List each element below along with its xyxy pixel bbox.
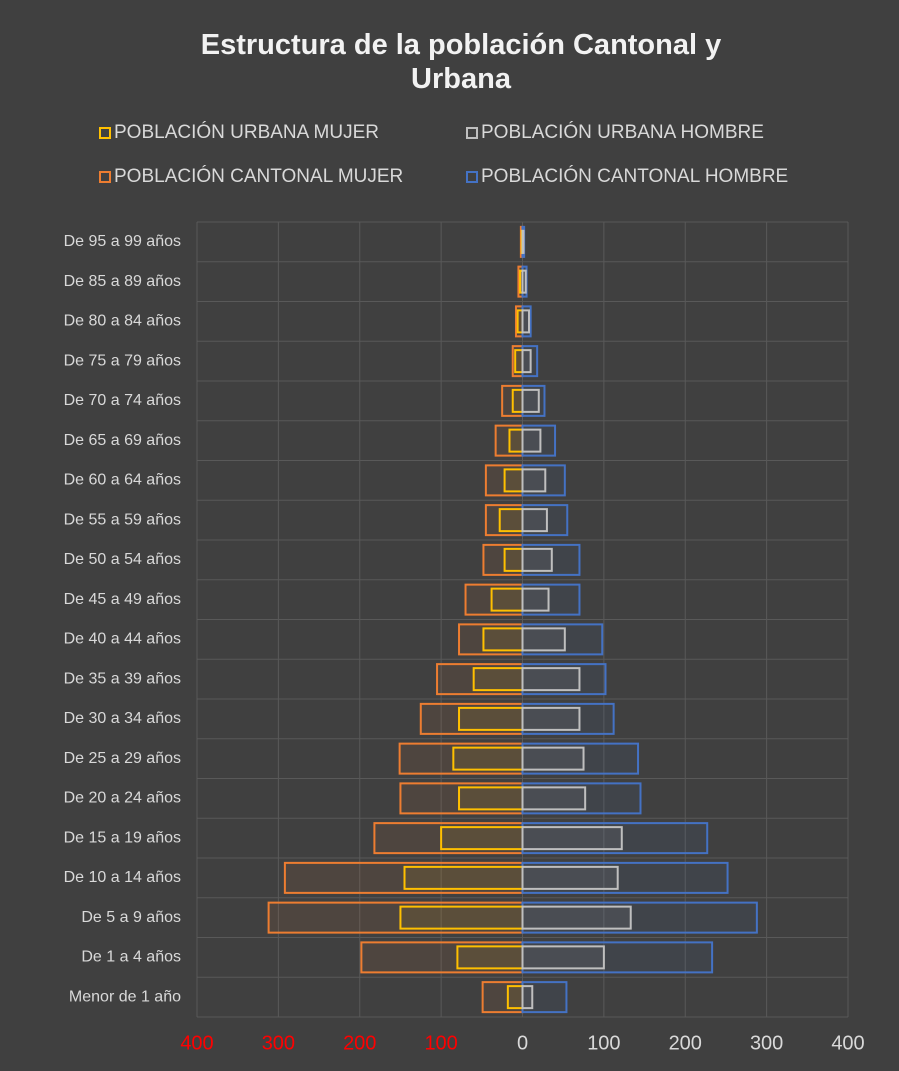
y-tick-label: Menor de 1 año: [69, 988, 181, 1005]
bar: [511, 388, 524, 413]
chart-title: Estructura de la población Cantonal y Ur…: [200, 29, 722, 95]
y-tick-label: De 5 a 9 años: [81, 909, 181, 926]
bar: [521, 985, 534, 1010]
x-tick-label: 300: [262, 1032, 295, 1054]
bar: [506, 985, 524, 1010]
bar: [521, 547, 553, 572]
bar: [521, 945, 605, 970]
bar: [458, 706, 524, 731]
bar: [521, 667, 581, 692]
bar: [452, 746, 524, 771]
y-tick-label: De 20 a 24 años: [64, 790, 181, 807]
y-tick-label: De 10 a 14 años: [64, 869, 181, 886]
legend-marker: [99, 127, 111, 139]
bar: [490, 587, 524, 612]
y-tick-label: De 1 a 4 años: [81, 949, 181, 966]
bar: [521, 905, 632, 930]
y-tick-label: De 60 a 64 años: [64, 472, 181, 489]
x-tick-label: 400: [831, 1032, 864, 1054]
legend-marker: [466, 171, 478, 183]
y-tick-label: De 25 a 29 años: [64, 750, 181, 767]
y-tick-label: De 75 a 79 años: [64, 352, 181, 369]
x-tick-label: 200: [669, 1032, 702, 1054]
bar: [521, 468, 547, 493]
bar: [521, 826, 623, 851]
y-tick-label: De 70 a 74 años: [64, 392, 181, 409]
y-tick-label: De 45 a 49 años: [64, 591, 181, 608]
bar: [521, 388, 540, 413]
y-tick-label: De 80 a 84 años: [64, 313, 181, 330]
bar: [472, 667, 524, 692]
y-tick-label: De 55 a 59 años: [64, 511, 181, 528]
y-tick-label: De 95 a 99 años: [64, 233, 181, 250]
x-tick-label: 100: [587, 1032, 620, 1054]
bar: [458, 786, 524, 811]
bar: [521, 786, 587, 811]
bar: [508, 428, 524, 453]
bar: [514, 349, 524, 374]
bar: [521, 627, 566, 652]
y-tick-label: De 65 a 69 años: [64, 432, 181, 449]
bar: [521, 508, 548, 533]
x-tick-label: 300: [750, 1032, 783, 1054]
legend-label: POBLACIÓN CANTONAL MUJER: [114, 165, 403, 187]
bar: [521, 746, 585, 771]
y-tick-label: De 30 a 34 años: [64, 710, 181, 727]
bar: [403, 865, 524, 890]
bar: [440, 826, 524, 851]
bar: [521, 309, 531, 334]
legend-label: POBLACIÓN URBANA HOMBRE: [481, 121, 764, 143]
bar: [503, 547, 524, 572]
x-tick-label: 0: [517, 1032, 528, 1054]
legend-marker: [99, 171, 111, 183]
y-tick-label: De 35 a 39 años: [64, 670, 181, 687]
bar: [521, 229, 525, 254]
bar: [482, 627, 524, 652]
bar: [521, 269, 527, 294]
x-tick-label: 100: [424, 1032, 457, 1054]
legend-marker: [466, 127, 478, 139]
x-tick-label: 400: [180, 1032, 213, 1054]
y-tick-label: De 40 a 44 años: [64, 631, 181, 648]
x-tick-label: 200: [343, 1032, 376, 1054]
bar: [399, 905, 524, 930]
bar: [498, 508, 524, 533]
legend-label: POBLACIÓN URBANA MUJER: [114, 121, 379, 143]
y-tick-label: De 15 a 19 años: [64, 829, 181, 846]
bar: [521, 706, 581, 731]
bar: [456, 945, 524, 970]
legend-label: POBLACIÓN CANTONAL HOMBRE: [481, 165, 788, 187]
bar: [521, 865, 619, 890]
bar: [521, 587, 550, 612]
bar: [503, 468, 524, 493]
bar: [521, 349, 532, 374]
y-tick-label: De 50 a 54 años: [64, 551, 181, 568]
bar: [521, 428, 542, 453]
y-tick-label: De 85 a 89 años: [64, 273, 181, 290]
